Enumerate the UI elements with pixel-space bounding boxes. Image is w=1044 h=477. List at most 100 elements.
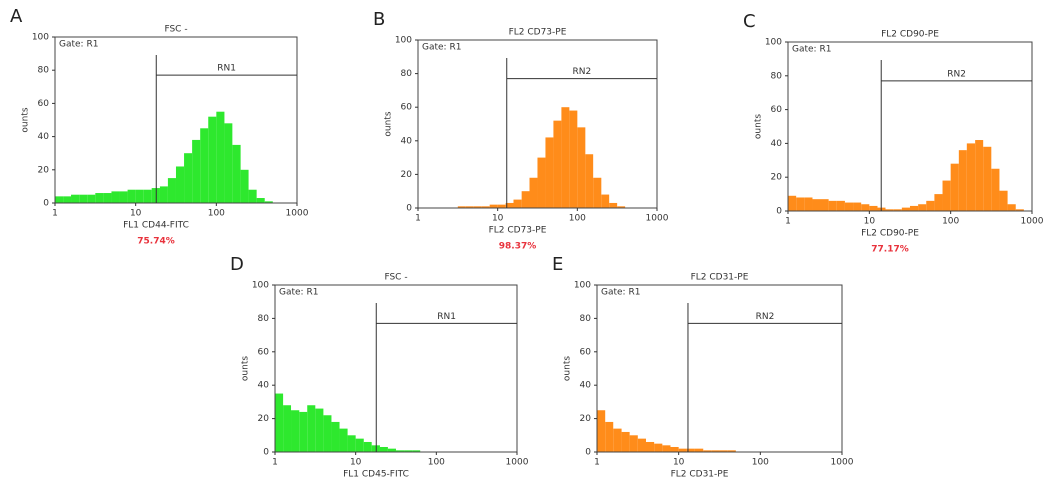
x-tick-label: 10 — [130, 209, 142, 219]
panel-letter: E — [552, 254, 563, 275]
histogram-bar — [621, 431, 630, 452]
histogram-bar — [950, 163, 959, 211]
histogram-bar — [975, 140, 984, 211]
histogram-bar — [561, 107, 570, 208]
histogram-bar — [694, 448, 704, 452]
x-tick-label: 10 — [350, 458, 362, 468]
histogram-bar — [404, 450, 413, 452]
histogram-bar — [893, 209, 902, 211]
histogram-bar — [216, 111, 225, 203]
y-tick-label: 20 — [771, 173, 783, 183]
y-tick-label: 0 — [406, 204, 412, 214]
x-tick-label: 100 — [942, 217, 959, 227]
x-tick-label: 100 — [569, 214, 586, 224]
histogram-bar — [820, 199, 829, 211]
histogram-bar — [167, 178, 176, 203]
plot-frame — [596, 284, 843, 453]
histogram-bar — [208, 116, 217, 203]
histogram-bar — [844, 202, 854, 211]
histogram-bar — [143, 189, 152, 203]
histogram-bar — [1015, 209, 1024, 211]
panel-letter: C — [743, 11, 756, 32]
histogram-bar — [481, 206, 490, 208]
histogram-bar — [629, 435, 638, 452]
histogram-bar — [71, 194, 80, 203]
y-tick-label: 20 — [401, 170, 413, 180]
histogram-bar — [569, 110, 578, 208]
y-tick-label: 0 — [263, 448, 269, 458]
histogram-bar — [958, 150, 967, 211]
histogram-bar — [553, 120, 562, 208]
histogram-bar — [788, 195, 797, 211]
histogram-bar — [654, 443, 663, 452]
y-tick-label: 100 — [395, 36, 412, 46]
x-axis-label: FL1 CD44-FITC — [123, 221, 189, 231]
x-tick-label: 1000 — [506, 458, 529, 468]
histogram-bar — [184, 153, 193, 203]
histogram-bar — [670, 446, 679, 452]
histogram-bar — [489, 204, 498, 208]
y-tick-label: 0 — [776, 207, 782, 217]
y-tick-label: 0 — [585, 448, 591, 458]
y-tick-label: 40 — [580, 381, 592, 391]
histogram-bar — [513, 199, 522, 208]
histogram-bar — [175, 166, 185, 203]
x-tick-label: 100 — [752, 458, 769, 468]
plot-frame — [54, 36, 298, 204]
histogram-bar — [613, 428, 622, 452]
plot-frame — [274, 284, 518, 453]
histogram-bar — [521, 191, 530, 208]
histogram-bar — [934, 194, 943, 211]
histogram-bar — [593, 177, 602, 208]
x-tick-label: 1000 — [286, 209, 309, 219]
histogram-bar — [283, 405, 292, 452]
x-axis-label: FL1 CD45-FITC — [343, 470, 409, 477]
y-tick-label: 100 — [765, 38, 782, 48]
histogram-bar — [918, 204, 927, 211]
histogram-bar — [55, 196, 64, 203]
histogram-bar — [966, 143, 976, 211]
histogram-bar — [315, 408, 324, 452]
y-tick-label: 80 — [258, 314, 270, 324]
y-tick-label: 100 — [574, 281, 591, 291]
histogram-bar — [347, 435, 356, 452]
histogram-bar — [119, 191, 128, 203]
gate-text: Gate: R1 — [422, 43, 461, 53]
x-axis-label: FL2 CD31-PE — [671, 470, 729, 477]
y-tick-label: 0 — [43, 199, 49, 209]
histogram-bar — [111, 191, 120, 203]
histogram-bar — [617, 206, 626, 208]
histogram-bar — [299, 411, 308, 452]
y-tick-label: 20 — [38, 165, 50, 175]
histogram-bar — [999, 190, 1008, 211]
x-tick-label: 1 — [272, 458, 278, 468]
histogram-bar — [991, 168, 1000, 211]
histogram-bar — [545, 137, 554, 208]
x-tick-label: 10 — [864, 217, 876, 227]
histogram-bar — [412, 450, 421, 452]
gate-label: RN2 — [573, 67, 592, 77]
histogram-bar — [662, 445, 671, 452]
histogram-bar — [192, 139, 201, 203]
histogram-bar — [942, 180, 951, 211]
histogram-bar — [727, 450, 736, 452]
histogram-bar — [686, 448, 695, 452]
histogram-bar — [379, 446, 388, 452]
y-tick-label: 80 — [771, 71, 783, 81]
histogram-bar — [678, 448, 687, 452]
y-axis-label: ounts — [241, 356, 251, 381]
histogram-bar — [537, 157, 546, 208]
histogram-bar — [159, 186, 168, 203]
y-tick-label: 80 — [401, 69, 413, 79]
histogram-bar — [869, 205, 878, 211]
histogram-bar — [95, 193, 104, 203]
panel-letter: A — [10, 6, 23, 27]
x-tick-label: 1 — [785, 217, 791, 227]
x-tick-label: 1000 — [831, 458, 854, 468]
x-tick-label: 1000 — [646, 214, 669, 224]
gate-label: RN2 — [756, 312, 775, 322]
histogram-bar — [232, 144, 241, 203]
histogram-bar — [264, 201, 273, 203]
x-tick-label: 10 — [492, 214, 504, 224]
